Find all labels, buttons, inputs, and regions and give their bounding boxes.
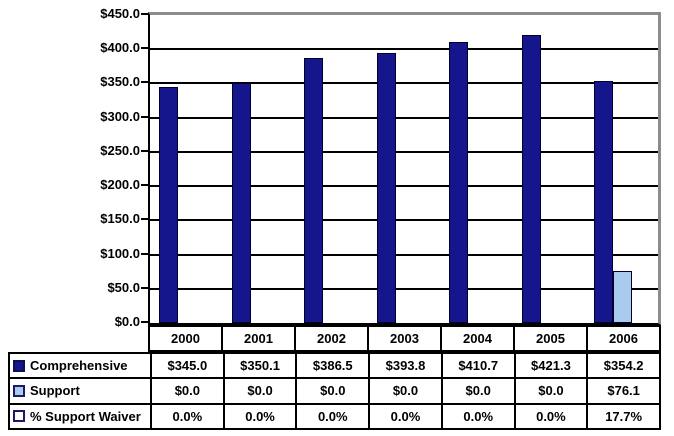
y-tick-mark	[141, 286, 150, 289]
table-value-cell: $393.8	[370, 354, 441, 378]
year-header-2004: 2004	[442, 327, 513, 350]
table-value-cell: $345.0	[152, 354, 223, 378]
table-value-cell: 0.0%	[152, 404, 223, 428]
y-tick-label: $50.0	[107, 279, 140, 295]
y-tick-label: $100.0	[100, 245, 140, 261]
y-tick-label: $450.0	[100, 6, 140, 21]
row-label-support: Support	[10, 379, 150, 403]
table-value-cell: 17.7%	[588, 404, 659, 428]
legend-swatch-navy-filled	[13, 359, 25, 372]
year-header-2000: 2000	[150, 327, 221, 350]
table-value-cell: $0.0	[370, 379, 441, 403]
y-tick-label: $300.0	[100, 108, 140, 124]
bar-comprehensive-2004	[449, 41, 469, 323]
bar-comprehensive-2001	[231, 83, 251, 323]
gridline	[150, 116, 658, 119]
y-tick-mark	[141, 81, 150, 84]
y-tick-mark	[141, 149, 150, 152]
table-value-cell: 0.0%	[297, 404, 369, 428]
y-tick-mark	[141, 47, 150, 50]
table-value-cell: $354.2	[588, 354, 659, 378]
table-value-cell: $0.0	[515, 379, 587, 403]
gridline	[150, 185, 658, 188]
y-tick-mark	[141, 252, 150, 255]
gridline	[150, 82, 658, 85]
bar-support-2006	[613, 270, 633, 323]
table-value-cell: $76.1	[588, 379, 659, 403]
table-value-cell: 0.0%	[442, 404, 514, 428]
y-tick-label: $250.0	[100, 142, 140, 158]
y-tick-label: $400.0	[100, 40, 140, 56]
table-value-cell: $350.1	[224, 354, 296, 378]
year-header-2003: 2003	[369, 327, 440, 350]
y-tick-mark	[141, 115, 150, 118]
bar-comprehensive-2003	[376, 53, 396, 323]
table-value-cell: 0.0%	[515, 404, 587, 428]
row-label-comprehensive: Comprehensive	[10, 354, 150, 378]
gridline	[150, 48, 658, 51]
gridline	[150, 219, 658, 222]
y-tick-label: $150.0	[100, 211, 140, 227]
y-tick-mark	[141, 321, 150, 323]
legend-swatch-white-filled	[13, 410, 25, 423]
data-table: Comprehensive $345.0 $350.1 $386.5 $393.8 $41…	[8, 352, 661, 430]
gridline	[150, 150, 658, 153]
x-axis-category-row: 2000 2001 2002 2003 2004 2005 2006	[148, 325, 661, 352]
legend-swatch-lightblue-filled	[13, 384, 25, 397]
table-value-cell: $0.0	[224, 379, 296, 403]
year-header-2001: 2001	[223, 327, 294, 350]
table-value-cell: $410.7	[442, 354, 514, 378]
table-value-cell: $421.3	[515, 354, 587, 378]
bar-comprehensive-2000	[159, 86, 178, 323]
row-label-text: Comprehensive	[30, 358, 128, 374]
y-tick-mark	[141, 13, 150, 15]
year-header-2002: 2002	[296, 327, 367, 350]
row-label-text: Support	[30, 383, 80, 399]
y-tick-label: $200.0	[100, 177, 140, 193]
plot-area	[148, 12, 661, 325]
table-value-cell: $386.5	[297, 354, 369, 378]
table-value-cell: $0.0	[297, 379, 369, 403]
table-value-cell: $0.0	[442, 379, 514, 403]
bar-comprehensive-2006	[594, 80, 614, 323]
year-header-2005: 2005	[515, 327, 586, 350]
row-label--support-waiver: % Support Waiver	[10, 404, 150, 428]
gridline	[150, 253, 658, 256]
y-tick-mark	[141, 184, 150, 187]
bar-comprehensive-2005	[521, 34, 541, 323]
table-value-cell: $0.0	[152, 379, 223, 403]
y-tick-mark	[141, 218, 150, 221]
y-tick-label: $0.0	[114, 314, 140, 329]
year-header-2006: 2006	[588, 327, 659, 350]
row-label-text: % Support Waiver	[30, 408, 141, 424]
table-value-cell: 0.0%	[370, 404, 441, 428]
y-tick-label: $350.0	[100, 74, 140, 90]
gridline	[150, 287, 658, 290]
table-value-cell: 0.0%	[224, 404, 296, 428]
bar-comprehensive-2002	[304, 58, 324, 323]
